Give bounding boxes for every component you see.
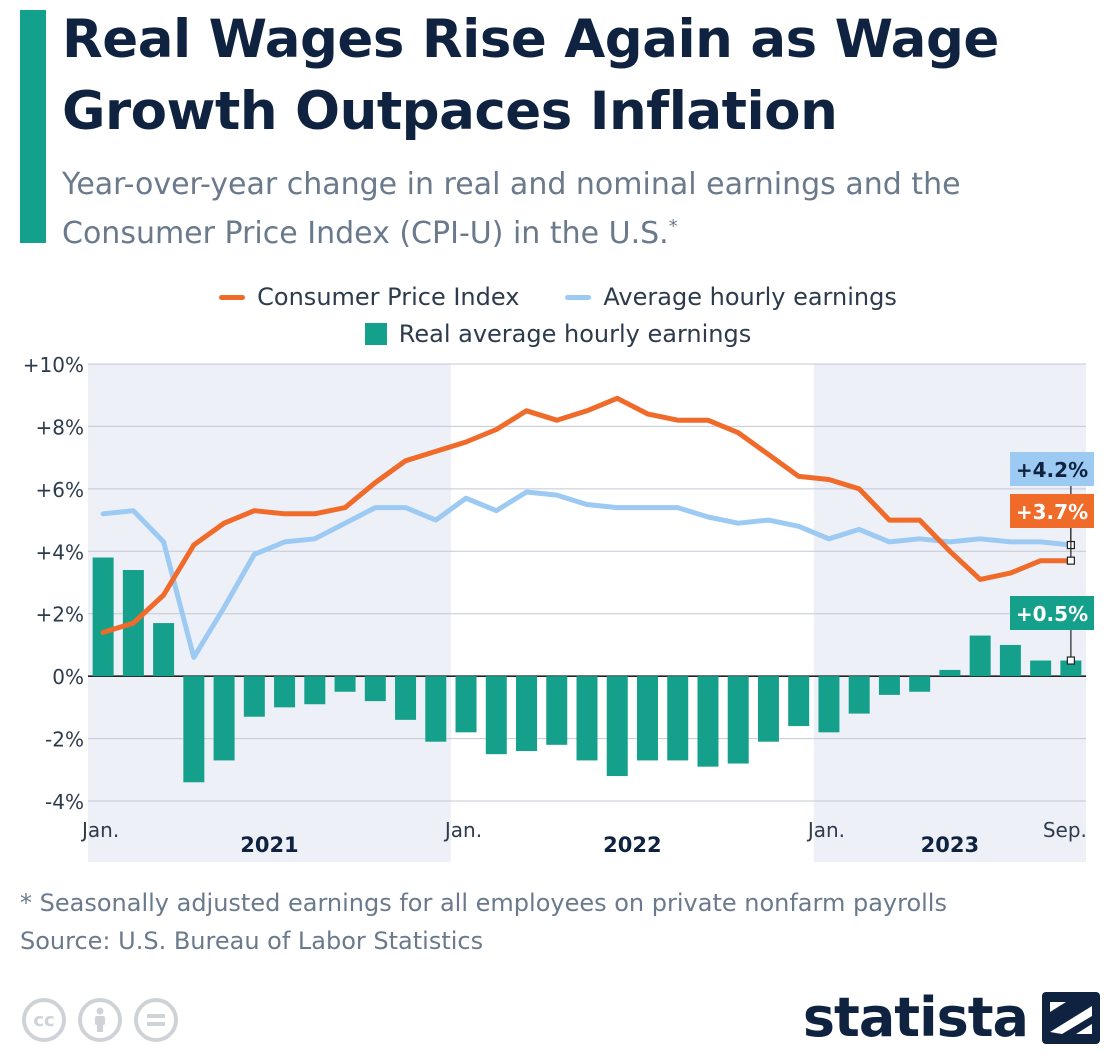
statista-logo-icon xyxy=(1042,992,1100,1044)
x-tick-label: Jan. xyxy=(80,818,119,842)
end-label-cpi-marker xyxy=(1066,556,1075,565)
bar-real-earnings xyxy=(969,635,991,677)
bar-real-earnings xyxy=(546,676,568,745)
x-tick-label: Sep. xyxy=(1043,818,1087,842)
bar-real-earnings xyxy=(848,676,870,714)
bar-real-earnings xyxy=(213,676,235,761)
legend-item-cpi: Consumer Price Index xyxy=(219,283,519,311)
bar-real-earnings xyxy=(757,676,779,742)
y-tick-label: +4% xyxy=(36,540,85,564)
bar-real-earnings xyxy=(425,676,447,742)
chart-subtitle: Year-over-year change in real and nomina… xyxy=(62,164,1102,255)
year-label: 2021 xyxy=(240,833,298,857)
end-label-ahe-box xyxy=(1010,452,1094,486)
bar-real-earnings xyxy=(576,676,598,761)
x-tick-label: Jan. xyxy=(806,818,845,842)
footnote: * Seasonally adjusted earnings for all e… xyxy=(20,884,947,960)
y-tick-label: -2% xyxy=(45,728,84,752)
bar-real-earnings xyxy=(92,557,114,677)
bar-real-earnings xyxy=(304,676,326,705)
y-tick-label: +10% xyxy=(23,353,84,377)
footnote-source: Source: U.S. Bureau of Labor Statistics xyxy=(20,927,484,955)
y-tick-label: +8% xyxy=(36,415,85,439)
end-label-cpi-box xyxy=(1010,494,1094,528)
bar-real-earnings xyxy=(516,676,538,752)
year-label: 2022 xyxy=(603,833,661,857)
year-label: 2023 xyxy=(921,833,979,857)
bar-real-earnings xyxy=(274,676,296,708)
attribution-figure xyxy=(95,1007,105,1032)
line-consumer-price-index xyxy=(100,395,1074,635)
legend-item-ahe: Average hourly earnings xyxy=(565,283,897,311)
bar-real-earnings xyxy=(153,623,175,677)
bar-real-earnings xyxy=(183,676,205,783)
legend-label-ahe: Average hourly earnings xyxy=(603,283,897,311)
year-band-2021 xyxy=(88,364,451,862)
license-icons: cc xyxy=(22,998,178,1042)
legend-swatch-real xyxy=(364,323,387,345)
bar-real-earnings xyxy=(455,676,477,733)
no-derivatives-icon[interactable] xyxy=(134,998,178,1042)
bar-real-earnings xyxy=(727,676,749,764)
equals-figure xyxy=(147,1014,165,1026)
footnote-note: * Seasonally adjusted earnings for all e… xyxy=(20,889,947,917)
subtitle-text: Year-over-year change in real and nomina… xyxy=(62,167,961,251)
creative-commons-icon[interactable]: cc xyxy=(22,998,66,1042)
bar-real-earnings xyxy=(697,676,719,767)
bar-real-earnings xyxy=(243,676,265,717)
bar-real-earnings xyxy=(364,676,386,702)
bar-real-earnings xyxy=(818,676,840,733)
end-label-real-box xyxy=(1010,596,1094,630)
attribution-icon[interactable] xyxy=(78,998,122,1042)
legend-item-real: Real average hourly earnings xyxy=(364,320,752,348)
title-accent-bar xyxy=(20,10,46,243)
end-label-real-marker xyxy=(1066,656,1075,665)
bar-real-earnings xyxy=(878,676,900,695)
end-label-real-text: +0.5% xyxy=(1016,602,1088,626)
legend-swatch-cpi xyxy=(219,294,246,300)
y-tick-label: +6% xyxy=(36,478,85,502)
end-label-ahe-text: +4.2% xyxy=(1016,458,1088,482)
bar-real-earnings xyxy=(909,676,931,692)
bar-real-earnings xyxy=(334,676,356,692)
statista-wordmark: statista xyxy=(802,986,1029,1049)
chart-title: Real Wages Rise Again as Wage Growth Out… xyxy=(62,9,999,142)
bar-real-earnings xyxy=(485,676,507,755)
bar-real-earnings xyxy=(1030,660,1052,677)
subtitle-footnote-mark: * xyxy=(668,216,678,237)
y-tick-label: 0% xyxy=(52,665,84,689)
bar-real-earnings xyxy=(939,669,961,677)
line-average-hourly-earnings xyxy=(100,489,1074,660)
chart-plot: +10% +8% +6% +4% +2% 0% -2% -4% Jan. Jan. Jan. Sep.… xyxy=(23,353,1094,862)
legend-label-real: Real average hourly earnings xyxy=(398,320,752,348)
end-label-cpi-text: +3.7% xyxy=(1016,500,1088,524)
legend-label-cpi: Consumer Price Index xyxy=(257,283,520,311)
statista-logo[interactable]: statista xyxy=(803,988,1100,1048)
bar-real-earnings xyxy=(999,644,1021,677)
bar-real-earnings xyxy=(606,676,628,777)
chart-legend: Consumer Price Index Average hourly earn… xyxy=(0,280,1116,354)
bar-real-earnings xyxy=(667,676,689,761)
bar-real-earnings xyxy=(636,676,658,761)
x-tick-label: Jan. xyxy=(443,818,482,842)
legend-swatch-ahe xyxy=(565,294,592,300)
bar-real-earnings xyxy=(1060,660,1082,677)
y-tick-label: -4% xyxy=(45,790,84,814)
y-tick-label: +2% xyxy=(36,603,85,627)
bar-real-earnings xyxy=(788,676,810,727)
bar-real-earnings xyxy=(395,676,417,720)
